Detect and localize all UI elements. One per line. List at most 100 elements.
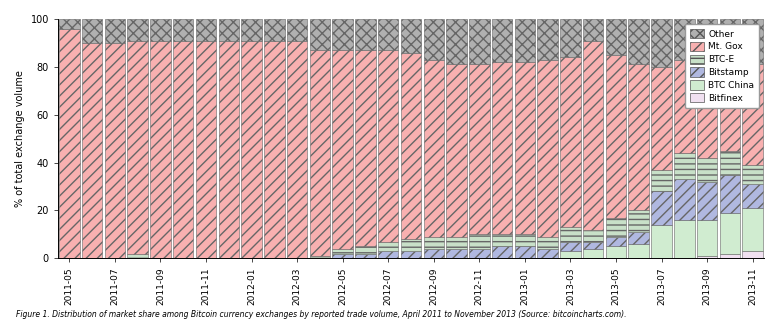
Bar (606, 55, 626, 218)
Bar (355, 253, 375, 258)
Bar (696, 67, 717, 158)
Bar (150, 19, 171, 41)
Bar (696, 182, 717, 220)
Bar (720, 151, 740, 175)
Bar (560, 19, 580, 57)
Bar (378, 251, 398, 258)
Bar (560, 242, 580, 251)
Bar (651, 170, 671, 191)
Bar (583, 249, 604, 258)
Text: Figure 1. Distribution of market share among Bitcoin currency exchanges by repor: Figure 1. Distribution of market share a… (16, 310, 626, 319)
Bar (492, 246, 513, 258)
Bar (309, 50, 330, 256)
Bar (674, 180, 695, 220)
Bar (333, 253, 353, 258)
Bar (333, 249, 353, 253)
Bar (720, 55, 740, 151)
Bar (629, 19, 649, 64)
Bar (400, 251, 421, 258)
Bar (492, 235, 513, 246)
Bar (720, 19, 740, 55)
Bar (355, 19, 375, 50)
Bar (469, 249, 489, 258)
Bar (674, 60, 695, 153)
Bar (583, 41, 604, 230)
Bar (674, 153, 695, 180)
Bar (720, 175, 740, 213)
Bar (583, 242, 604, 249)
Bar (173, 19, 193, 41)
Bar (333, 50, 353, 249)
Bar (606, 19, 626, 55)
Bar (515, 62, 535, 235)
Bar (446, 19, 467, 64)
Bar (651, 225, 671, 258)
Bar (241, 41, 262, 258)
Bar (150, 41, 171, 258)
Bar (629, 232, 649, 244)
Bar (583, 19, 604, 41)
Bar (241, 19, 262, 41)
Bar (606, 237, 626, 246)
Bar (742, 19, 763, 64)
Bar (515, 246, 535, 258)
Bar (629, 211, 649, 232)
Bar (446, 249, 467, 258)
Bar (538, 249, 558, 258)
Bar (560, 57, 580, 227)
Bar (424, 249, 444, 258)
Bar (538, 60, 558, 237)
Bar (469, 64, 489, 235)
Bar (469, 19, 489, 64)
Bar (173, 41, 193, 258)
Bar (651, 191, 671, 225)
Bar (59, 28, 79, 258)
Bar (538, 19, 558, 60)
Legend: Other, Mt. Gox, BTC-E, Bitstamp, BTC China, Bitfinex: Other, Mt. Gox, BTC-E, Bitstamp, BTC Chi… (685, 23, 760, 108)
Bar (128, 41, 148, 253)
Bar (378, 242, 398, 251)
Bar (309, 19, 330, 50)
Bar (128, 253, 148, 258)
Bar (378, 19, 398, 50)
Bar (128, 19, 148, 41)
Bar (583, 230, 604, 242)
Bar (606, 246, 626, 258)
Bar (104, 19, 125, 43)
Bar (82, 19, 102, 43)
Bar (264, 41, 284, 258)
Bar (492, 62, 513, 235)
Y-axis label: % of total exchange volume: % of total exchange volume (15, 70, 25, 207)
Bar (720, 253, 740, 258)
Bar (606, 218, 626, 237)
Bar (674, 19, 695, 60)
Bar (219, 19, 239, 41)
Bar (696, 19, 717, 67)
Bar (629, 64, 649, 211)
Bar (400, 239, 421, 251)
Bar (696, 256, 717, 258)
Bar (196, 41, 217, 258)
Bar (309, 256, 330, 258)
Bar (446, 64, 467, 237)
Bar (515, 235, 535, 246)
Bar (424, 237, 444, 249)
Bar (742, 208, 763, 251)
Bar (287, 19, 308, 41)
Bar (492, 19, 513, 62)
Bar (674, 220, 695, 258)
Bar (378, 50, 398, 242)
Bar (446, 237, 467, 249)
Bar (742, 165, 763, 184)
Bar (651, 67, 671, 170)
Bar (742, 251, 763, 258)
Bar (196, 19, 217, 41)
Bar (696, 220, 717, 256)
Bar (264, 19, 284, 41)
Bar (219, 41, 239, 258)
Bar (59, 19, 79, 28)
Bar (742, 64, 763, 165)
Bar (400, 19, 421, 52)
Bar (469, 235, 489, 249)
Bar (742, 184, 763, 208)
